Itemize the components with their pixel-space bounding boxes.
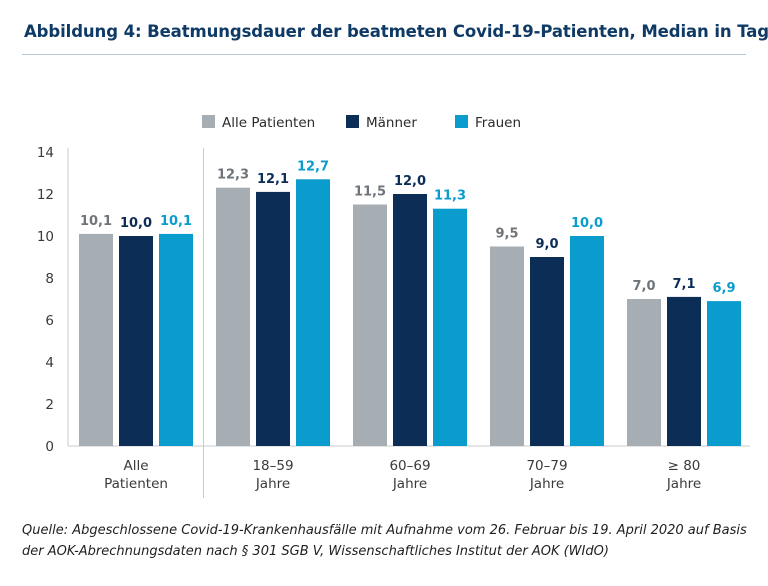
bar-value-label: 6,9 [712,281,735,296]
bar [433,208,467,446]
bar [79,233,113,446]
x-tick-label: Jahre [392,476,427,492]
title-divider [22,54,746,55]
bar [667,296,701,446]
x-tick-label: Jahre [666,476,701,492]
bar-value-label: 9,5 [495,227,518,242]
legend-swatch [202,115,215,128]
bar [353,204,387,446]
legend-label: Alle Patienten [222,115,315,131]
y-tick-label: 8 [45,271,54,287]
legend-swatch [346,115,359,128]
y-tick-label: 14 [37,145,54,161]
y-tick-label: 6 [45,313,54,329]
bar-value-label: 11,3 [434,189,466,204]
x-tick-label: Patienten [104,476,168,492]
bar [530,257,564,446]
x-tick-label: Jahre [529,476,564,492]
x-tick-label: 18–59 [252,458,293,474]
bar [490,246,524,446]
bar-value-label: 12,0 [394,174,426,189]
bar-value-label: 12,3 [217,168,249,183]
bar [119,236,153,446]
legend-label: Männer [366,115,417,131]
legend-label: Frauen [475,115,521,131]
bar-value-label: 7,0 [632,279,655,294]
bar [393,194,427,446]
source-line-2: der AOK-Abrechnungsdaten nach § 301 SGB … [22,544,609,559]
x-tick-label: Jahre [255,476,290,492]
bar-value-label: 7,1 [672,277,695,292]
bar [570,236,604,446]
bar-value-label: 9,0 [535,237,558,252]
y-tick-label: 12 [37,187,54,203]
bar [256,191,290,446]
bar [296,179,330,447]
y-tick-label: 2 [45,397,54,413]
bar-chart: 0 2 4 6 8 10 12 14 10,1 10,0 10,1 Alle Patienten 12,3… [37,115,750,498]
bar-value-label: 12,7 [297,159,329,174]
bar-value-label: 11,5 [354,185,386,200]
bar-value-label: 10,1 [80,214,112,229]
bar-value-label: 10,0 [120,216,152,231]
source-line-1: Quelle: Abgeschlossene Covid-19-Krankenh… [22,523,747,538]
legend-swatch [455,115,468,128]
bar [707,301,741,446]
x-tick-label: 70–79 [526,458,567,474]
bar-value-label: 12,1 [257,172,289,187]
x-tick-label: ≥ 80 [668,458,701,474]
bar-value-label: 10,1 [160,214,192,229]
x-tick-label: Alle [123,458,148,474]
y-tick-label: 10 [37,229,54,245]
bar [216,187,250,446]
bar [627,299,661,446]
bar [159,233,193,446]
bar-value-label: 10,0 [571,216,603,231]
x-tick-label: 60–69 [389,458,430,474]
chart-title: Abbildung 4: Beatmungsdauer der beatmete… [24,22,768,41]
y-tick-label: 0 [45,439,54,455]
y-tick-label: 4 [45,355,54,371]
source-note: Quelle: Abgeschlossene Covid-19-Krankenh… [22,520,752,562]
